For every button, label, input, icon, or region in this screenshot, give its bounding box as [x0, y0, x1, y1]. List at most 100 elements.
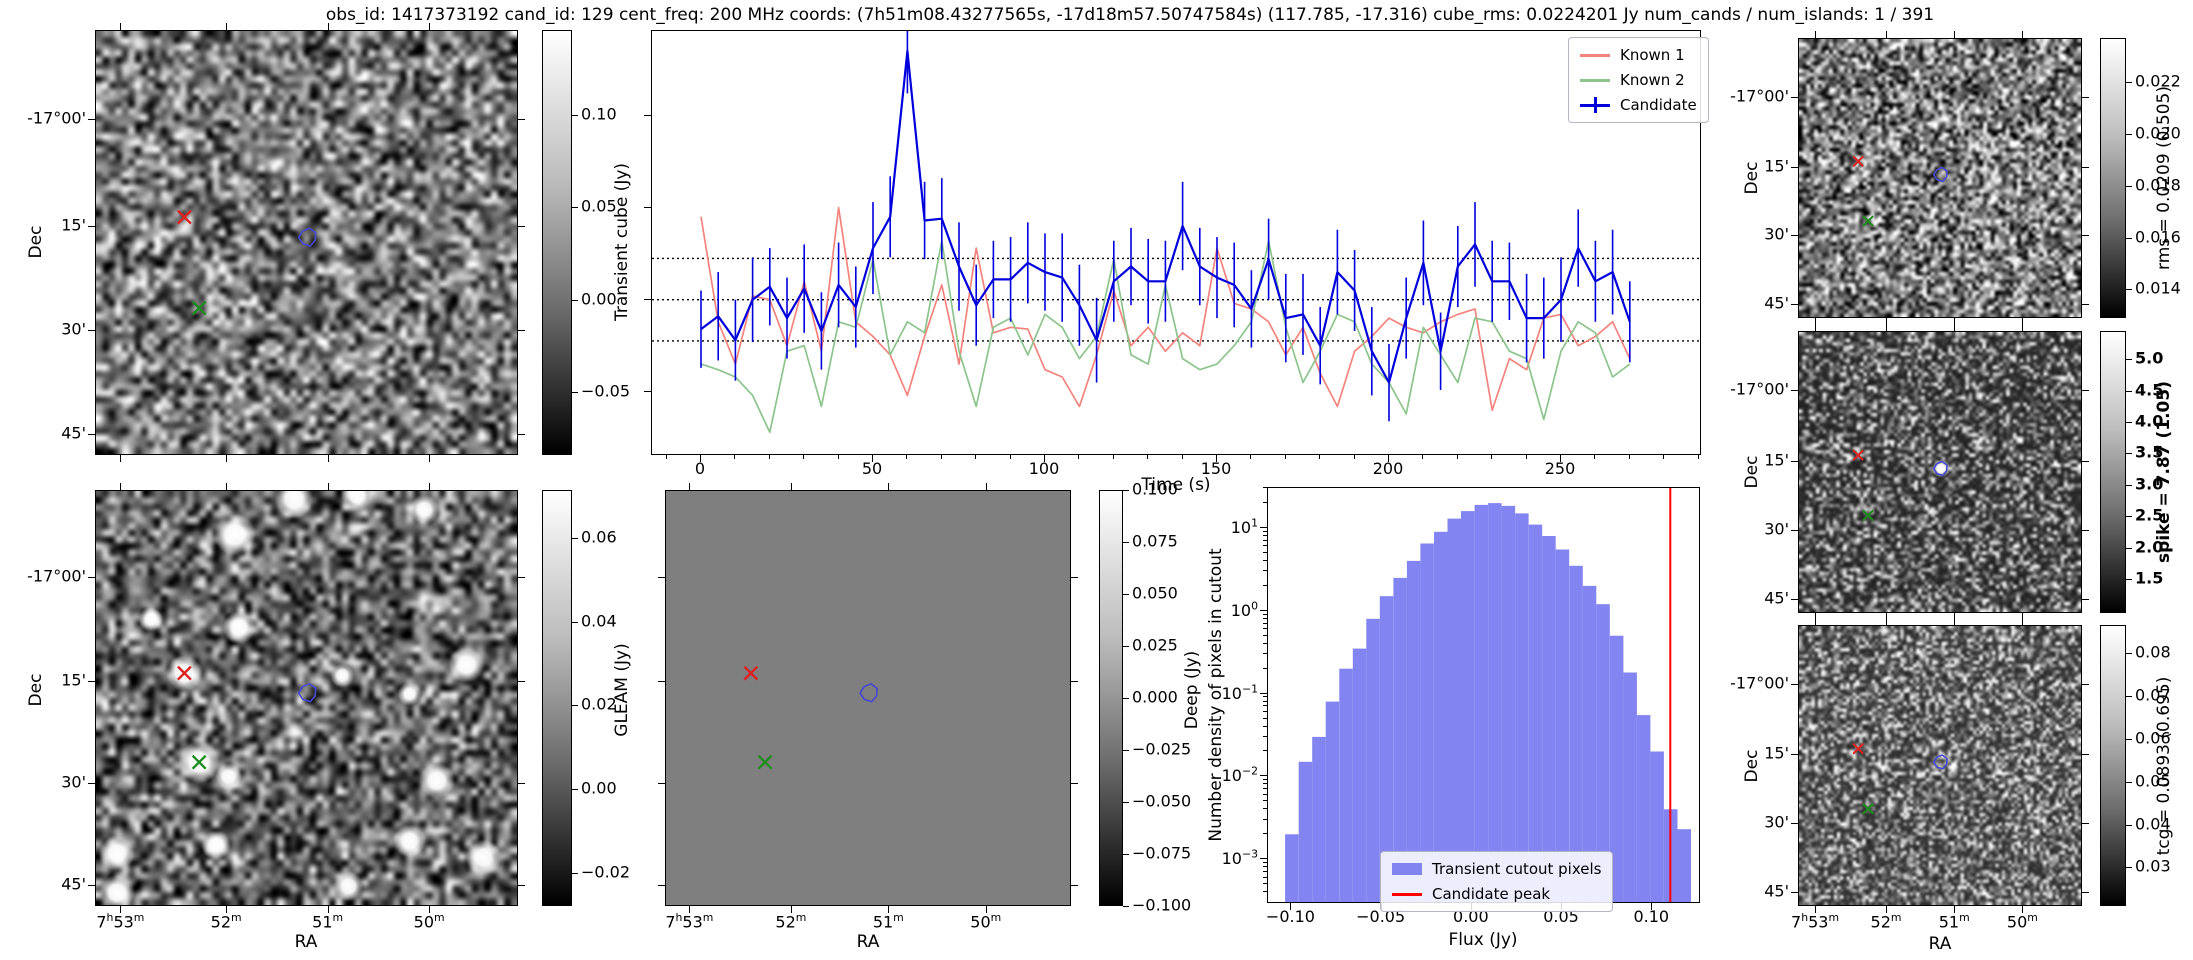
known1-line-icon — [1580, 47, 1610, 63]
axis-tick-mark — [658, 783, 665, 785]
axis-tick-mark — [1123, 854, 1129, 855]
axis-tick-mark — [790, 906, 792, 913]
axis-tick-mark — [1263, 808, 1267, 810]
gleam-cutout-image — [95, 490, 518, 906]
colorbar-tick-label: 0.100 — [1132, 479, 1178, 499]
axis-tick-mark — [2126, 237, 2132, 239]
green-x-marker — [191, 754, 207, 770]
histogram-bar — [1569, 565, 1583, 902]
axis-tick-mark — [1815, 618, 1817, 625]
axis-tick-mark — [1263, 717, 1267, 719]
axis-tick-mark — [1123, 542, 1129, 543]
axis-tick-mark — [658, 577, 665, 579]
axis-tick-mark — [689, 483, 691, 490]
axis-tick-mark — [2126, 359, 2132, 361]
axis-tick-mark — [88, 783, 95, 785]
axis-tick-mark — [1791, 460, 1798, 462]
axis-tick-mark — [888, 483, 890, 490]
axis-tick-mark — [2126, 547, 2132, 549]
axis-tick-mark — [1815, 324, 1817, 331]
axis-tick-mark — [1123, 646, 1129, 647]
axis-tick-mark — [1260, 775, 1267, 777]
axis-tick-mark — [88, 433, 95, 435]
axis-tick-mark — [572, 788, 578, 790]
deep-colorbar — [1099, 490, 1123, 906]
legend-item-known1: Known 1 — [1580, 46, 1697, 64]
axis-tick-mark — [1263, 750, 1267, 752]
candidate-contour — [297, 683, 317, 703]
histogram-bar — [1555, 549, 1570, 902]
axis-tick-mark — [837, 455, 839, 459]
axis-tick-mark — [644, 390, 651, 392]
axis-tick-mark — [700, 455, 701, 462]
colorbar-tick-label: 0.018 — [2135, 175, 2181, 195]
ra-tick-label: 7h53m — [96, 911, 145, 932]
dec-axis-label: Dec — [26, 673, 46, 707]
axis-tick-mark — [1815, 613, 1817, 620]
axis-tick-mark — [1456, 455, 1458, 459]
axis-tick-mark — [2022, 318, 2024, 325]
axis-tick-mark — [1791, 529, 1798, 531]
colorbar-tick-label: 0.014 — [2135, 279, 2181, 299]
axis-tick-mark — [1263, 535, 1267, 537]
axis-tick-mark — [1791, 891, 1798, 893]
axis-tick-mark — [226, 455, 228, 462]
axis-tick-mark — [2082, 684, 2089, 685]
histogram-bar — [1366, 618, 1380, 902]
lightcurve-plot — [651, 30, 1701, 455]
axis-tick-mark — [1263, 866, 1267, 868]
histogram-bar — [1650, 751, 1664, 902]
axis-tick-mark — [1263, 871, 1267, 873]
transient-colorbar — [542, 30, 572, 455]
axis-tick-mark — [1263, 725, 1267, 727]
axis-tick-mark — [120, 23, 122, 30]
axis-tick-mark — [1954, 618, 1956, 625]
dec-tick-label: -17°00' — [1730, 86, 1789, 106]
colorbar-tick-label: 0.025 — [1132, 635, 1178, 655]
green-x-marker — [757, 754, 773, 770]
axis-tick-mark — [1263, 530, 1267, 532]
histogram-bar — [1596, 604, 1610, 902]
ra-tick-label: 7h53m — [665, 911, 714, 932]
histogram-bar — [1285, 834, 1299, 902]
axis-tick-mark — [88, 577, 95, 579]
histogram-bar — [1474, 504, 1489, 902]
marker-overlay — [1852, 743, 1948, 815]
axis-tick-mark — [1886, 613, 1888, 620]
axis-tick-mark — [2082, 96, 2089, 98]
axis-tick-mark — [1071, 577, 1078, 579]
histogram-bar — [1488, 503, 1502, 902]
colorbar-tick-label: 0.02 — [581, 694, 617, 714]
marker-overlay — [743, 665, 878, 770]
axis-tick-mark — [975, 455, 977, 459]
gleam-colorbar-label: GLEAM (Jy) — [612, 643, 632, 737]
axis-tick-mark — [2082, 891, 2089, 893]
axis-tick-mark — [803, 455, 805, 459]
dec-tick-label: 15' — [61, 215, 86, 235]
axis-tick-mark — [518, 681, 525, 683]
histogram-bar — [1393, 577, 1407, 902]
dec-tick-label: 45' — [61, 874, 86, 894]
axis-tick-mark — [1263, 861, 1267, 863]
histogram-bar — [1461, 511, 1475, 902]
flux-tick-label: 0.10 — [1633, 907, 1670, 926]
histogram-bar — [1501, 505, 1516, 902]
axis-tick-mark — [88, 329, 95, 331]
axis-tick-mark — [1071, 885, 1078, 887]
density-tick-label: 10−3 — [1221, 847, 1258, 868]
axis-tick-mark — [2082, 390, 2089, 392]
colorbar-tick-label: 3.5 — [2135, 443, 2164, 463]
axis-tick-mark — [429, 23, 431, 30]
axis-tick-mark — [689, 906, 691, 913]
histogram-bar — [1339, 668, 1353, 902]
histogram-bar — [1312, 736, 1326, 902]
colorbar-tick-label: 0.05 — [2135, 771, 2171, 791]
axis-tick-mark — [888, 906, 890, 913]
axis-tick-mark — [1009, 455, 1011, 459]
axis-tick-mark — [518, 119, 525, 121]
noise-image — [1799, 39, 2081, 317]
axis-tick-mark — [1491, 455, 1493, 459]
axis-tick-mark — [1123, 906, 1129, 907]
rms-colorbar — [2100, 38, 2126, 318]
